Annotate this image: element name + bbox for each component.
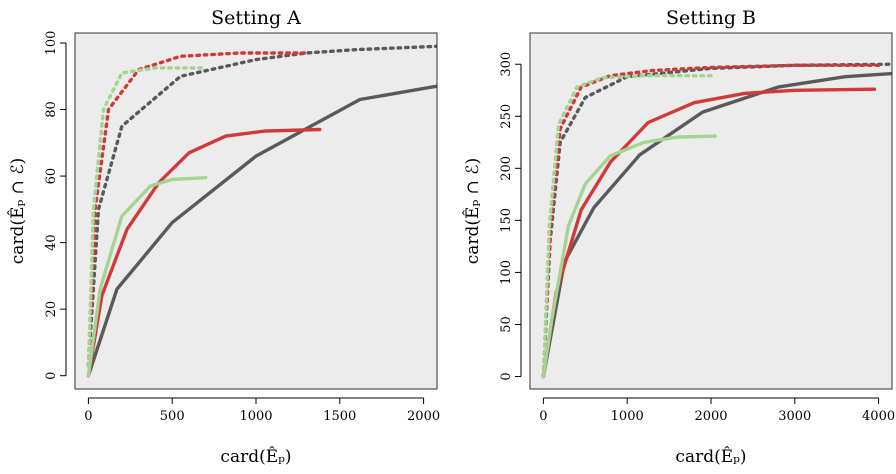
x-tick-label: 0 (84, 409, 92, 424)
y-tick-label: 150 (499, 208, 514, 233)
plot-area (530, 33, 892, 389)
x-tick-label: 2000 (694, 409, 727, 424)
series-line-solid-5 (541, 134, 717, 379)
series-line-solid-5 (86, 176, 208, 378)
series-group (541, 62, 892, 379)
y-tick-label: 300 (499, 52, 514, 77)
x-axis-label: card(Êₚ) (675, 446, 746, 467)
series-line-solid-3 (86, 84, 437, 378)
x-axis-label: card(Êₚ) (220, 446, 291, 467)
x-tick-label: 2000 (407, 409, 440, 424)
series-line-solid-4 (86, 127, 322, 378)
chart-title: Setting B (666, 7, 756, 29)
x-tick-label: 1000 (611, 409, 644, 424)
chart-title: Setting A (211, 7, 301, 29)
x-tick-label: 1500 (323, 409, 356, 424)
panel-setting-a: 0 500 1000 1500 2000 0 20 40 60 80 100 Setting A car… (7, 7, 440, 467)
y-tick-label: 40 (44, 234, 59, 251)
x-tick-label: 3000 (778, 409, 811, 424)
y-tick-label: 0 (499, 372, 514, 380)
y-tick-label: 50 (499, 316, 514, 333)
x-tick-label: 4000 (862, 409, 895, 424)
plot-frame (74, 32, 438, 390)
plot-frame (529, 32, 893, 390)
series-line-solid-4 (541, 87, 877, 379)
series-group (86, 44, 437, 378)
series-line-dashed-2 (541, 74, 717, 379)
y-tick-label: 100 (44, 31, 59, 56)
y-tick-label: 0 (44, 372, 59, 380)
series-line-dashed-0 (86, 44, 437, 368)
x-tick-label: 0 (539, 409, 547, 424)
x-tick-label: 1000 (239, 409, 272, 424)
y-tick-label: 80 (44, 101, 59, 118)
plot-area (75, 33, 437, 389)
y-tick-label: 60 (44, 168, 59, 185)
y-axis-label: card(Êₚ ∩ ℰ) (462, 158, 483, 264)
y-tick-label: 100 (499, 260, 514, 285)
y-tick-label: 250 (499, 104, 514, 129)
y-tick-label: 200 (499, 156, 514, 181)
panel-setting-b: 0 1000 2000 3000 4000 0 50 100 150 200 250 300 Setti… (462, 7, 895, 467)
x-tick-label: 500 (160, 409, 185, 424)
y-tick-label: 20 (44, 301, 59, 318)
y-axis-label: card(Êₚ ∩ ℰ) (7, 158, 28, 264)
series-line-dashed-2 (86, 66, 208, 368)
